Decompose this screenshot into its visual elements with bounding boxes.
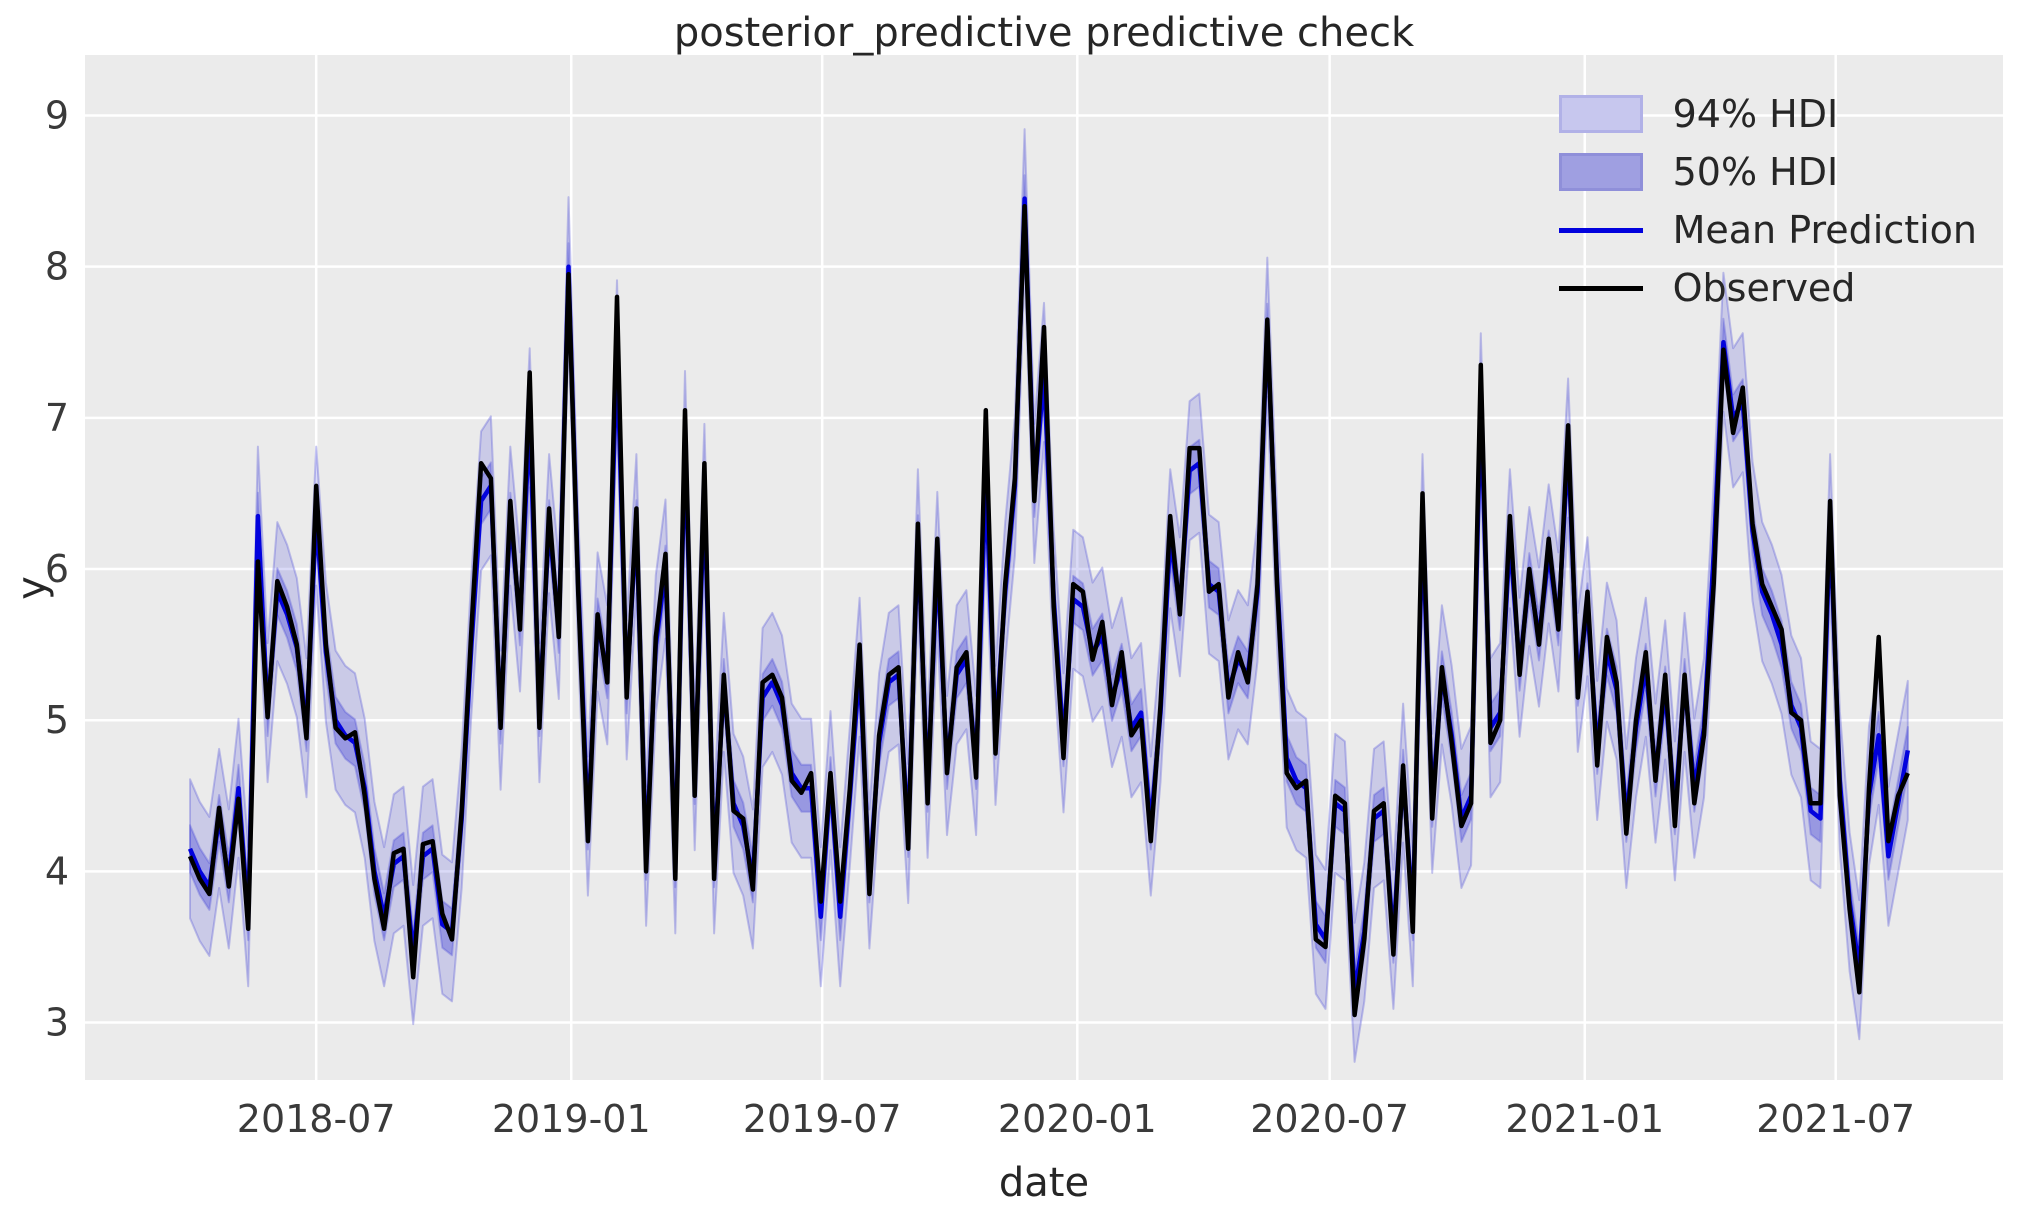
y-tick-label: 3 — [45, 1001, 69, 1045]
y-tick-label: 5 — [45, 698, 69, 742]
legend-entry-observed: Observed — [1558, 266, 1977, 310]
mean-line-swatch-icon — [1558, 227, 1643, 233]
legend-label: Mean Prediction — [1672, 208, 1977, 252]
y-tick-label: 4 — [45, 849, 69, 893]
plot-area — [85, 55, 2003, 1080]
observed-line — [187, 203, 1910, 1018]
legend: 94% HDI 50% HDI Mean Prediction Observed — [1551, 88, 1985, 314]
legend-entry-94-hdi: 94% HDI — [1558, 92, 1977, 136]
y-tick-label: 9 — [45, 93, 69, 137]
legend-label: 94% HDI — [1672, 92, 1839, 136]
legend-entry-50-hdi: 50% HDI — [1558, 150, 1977, 194]
x-tick-label: 2020-07 — [1250, 1097, 1409, 1141]
x-tick-label: 2019-01 — [492, 1097, 651, 1141]
y-tick-label: 8 — [45, 245, 69, 289]
legend-label: Observed — [1672, 266, 1856, 310]
x-tick-label: 2021-01 — [1505, 1097, 1664, 1141]
chart-title: posterior_predictive predictive check — [673, 10, 1415, 56]
legend-entry-mean-prediction: Mean Prediction — [1558, 208, 1977, 252]
observed-line-swatch-icon — [1558, 285, 1643, 291]
x-tick-label: 2018-07 — [237, 1097, 396, 1141]
x-axis-label: date — [998, 1160, 1090, 1206]
hdi94-swatch-icon — [1558, 95, 1643, 133]
x-tick-label: 2019-07 — [743, 1097, 902, 1141]
x-tick-label: 2020-01 — [998, 1097, 1157, 1141]
hdi50-swatch-icon — [1558, 153, 1643, 191]
x-tick-label: 2021-07 — [1756, 1097, 1915, 1141]
legend-label: 50% HDI — [1672, 150, 1839, 194]
y-tick-label: 7 — [45, 396, 69, 440]
y-axis-label: y — [9, 576, 55, 600]
y-tick-label: 6 — [45, 547, 69, 591]
